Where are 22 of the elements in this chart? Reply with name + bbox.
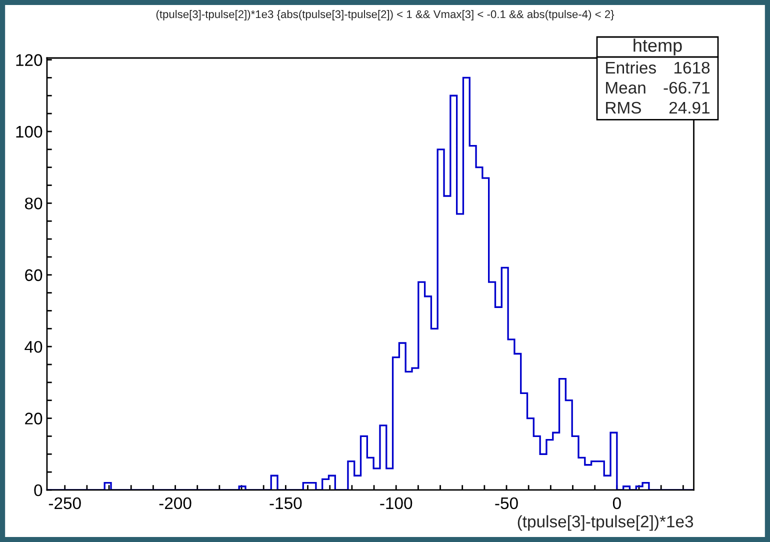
x-tick-label: -200 <box>159 497 192 510</box>
chart-title: (tpulse[3]-tpulse[2])*1e3 {abs(tpulse[3]-tpulse[2]) < 1 && Vmax[3] < -0.1 && abs(tpulse-4) < 2} <box>156 10 614 20</box>
annotation: Mean <box>606 82 646 94</box>
x-tick-label: -150 <box>270 497 302 510</box>
x-axis-title: (tpulse[3]-tpulse[2])*1e3 <box>518 515 694 531</box>
x-tick-label: 0 <box>612 497 621 510</box>
y-tick-label: 0 <box>34 484 42 496</box>
y-tick-label: 60 <box>25 269 42 282</box>
annotation: 24.91 <box>669 102 710 114</box>
y-tick-label: 100 <box>16 126 42 138</box>
annotation: RMS <box>606 102 641 114</box>
x-tick-label: -50 <box>495 497 518 510</box>
y-tick-label: 80 <box>24 198 42 210</box>
y-tick-label: 40 <box>24 340 42 353</box>
annotation: -66.71 <box>664 82 710 94</box>
x-tick-label: -100 <box>380 497 412 510</box>
text: htemp <box>634 38 682 56</box>
y-tick-label: 20 <box>25 412 42 424</box>
annotation: 1618 <box>674 62 710 74</box>
y-tick-label: 120 <box>16 54 42 66</box>
annotation: Entries <box>606 61 656 74</box>
x-tick-label: -250 <box>48 497 81 510</box>
